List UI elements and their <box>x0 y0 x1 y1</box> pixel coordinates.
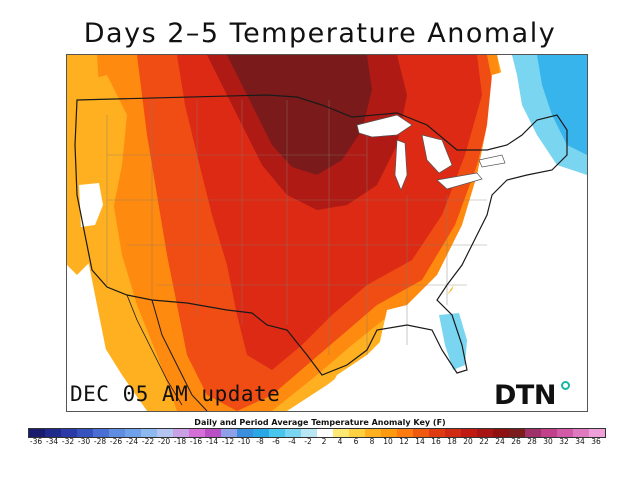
us-border <box>74 94 568 376</box>
legend-label: -18 <box>173 437 187 446</box>
lake-michigan <box>394 139 408 191</box>
legend-swatch <box>285 429 301 437</box>
legend-swatch <box>493 429 509 437</box>
legend-swatch <box>477 429 493 437</box>
lake-erie <box>436 172 483 190</box>
lake-superior <box>356 114 413 138</box>
legend-swatch <box>445 429 461 437</box>
legend-label: -28 <box>93 437 107 446</box>
legend-labels: -36 -34 -32 -30 -28 -26 -24 -22 -20 -18 -16 -14 -12-… <box>28 437 604 446</box>
legend-swatch <box>557 429 573 437</box>
legend-label: -26 <box>109 437 123 446</box>
pacific-ocean <box>67 285 147 411</box>
legend-swatch <box>157 429 173 437</box>
legend-swatch <box>589 429 605 437</box>
legend-label: -34 <box>45 437 59 446</box>
anomaly-zone-northeast-white <box>407 65 527 320</box>
legend-swatch <box>381 429 397 437</box>
legend-swatch <box>413 429 429 437</box>
legend-label: 20 <box>463 437 473 446</box>
legend-swatch <box>93 429 109 437</box>
legend-swatch <box>525 429 541 437</box>
legend-swatch <box>29 429 45 437</box>
legend-label: 10 <box>383 437 393 446</box>
legend-label: -4 <box>288 437 296 446</box>
mexico-border <box>151 299 208 411</box>
state-boundaries <box>106 100 487 355</box>
legend-label: -12 <box>221 437 235 446</box>
legend-label: -32 <box>61 437 75 446</box>
legend-label: 22 <box>479 437 489 446</box>
legend-label: 28 <box>527 437 537 446</box>
legend-label: -14 <box>205 437 219 446</box>
legend-swatch <box>221 429 237 437</box>
legend-swatch <box>333 429 349 437</box>
legend-swatch <box>237 429 253 437</box>
legend-swatch <box>541 429 557 437</box>
legend-swatch <box>173 429 189 437</box>
legend-label: 6 <box>353 437 359 446</box>
legend-swatch <box>301 429 317 437</box>
legend-label: -10 <box>237 437 251 446</box>
legend-label: -8 <box>256 437 264 446</box>
legend-label: -2 <box>304 437 312 446</box>
legend-swatch <box>365 429 381 437</box>
legend-label: 34 <box>575 437 585 446</box>
anomaly-zone-dark-red <box>227 55 372 175</box>
legend-label: 4 <box>337 437 343 446</box>
legend-title: Daily and Period Average Temperature Ano… <box>194 418 446 427</box>
legend-label: 30 <box>543 437 553 446</box>
legend-swatch <box>397 429 413 437</box>
legend-label: 2 <box>321 437 327 446</box>
anomaly-zone-florida-lightblue <box>439 313 467 370</box>
logo-dot-icon <box>561 381 570 390</box>
legend-swatch <box>253 429 269 437</box>
legend-label: -20 <box>157 437 171 446</box>
anomaly-zone-northeast-blue <box>537 55 587 155</box>
legend-label: -22 <box>141 437 155 446</box>
legend-label: 18 <box>447 437 457 446</box>
legend-label: 26 <box>511 437 521 446</box>
update-timestamp: DEC 05 AM update <box>70 382 281 406</box>
legend-label: -6 <box>272 437 280 446</box>
map-title: Days 2–5 Temperature Anomaly <box>83 18 557 49</box>
legend-label: 32 <box>559 437 569 446</box>
legend-swatch <box>109 429 125 437</box>
legend-swatch <box>461 429 477 437</box>
legend-color-bar <box>28 428 606 438</box>
legend-swatch <box>61 429 77 437</box>
dtn-logo: DTN <box>494 380 556 411</box>
legend-label: -36 <box>29 437 43 446</box>
legend-label: -24 <box>125 437 139 446</box>
legend-label: 14 <box>415 437 425 446</box>
baja-coast <box>126 294 183 406</box>
legend-swatch <box>317 429 333 437</box>
legend-label: -30 <box>77 437 91 446</box>
legend-swatch <box>269 429 285 437</box>
map-svg <box>67 55 587 411</box>
legend-swatch <box>349 429 365 437</box>
temperature-anomaly-map <box>66 54 588 412</box>
legend-swatch <box>429 429 445 437</box>
legend-label: 12 <box>399 437 409 446</box>
legend-swatch <box>77 429 93 437</box>
legend-swatch <box>45 429 61 437</box>
lake-ontario <box>478 154 506 168</box>
legend-label: -16 <box>189 437 203 446</box>
legend-swatch <box>573 429 589 437</box>
legend-swatch <box>141 429 157 437</box>
anomaly-zone-northwest-white <box>79 183 103 227</box>
legend-label: 24 <box>495 437 505 446</box>
lake-huron <box>421 134 453 174</box>
legend-swatch <box>205 429 221 437</box>
legend-label: 36 <box>591 437 601 446</box>
gulf-of-mexico <box>317 355 447 411</box>
legend-swatch <box>189 429 205 437</box>
legend-label: 16 <box>431 437 441 446</box>
legend-label: 8 <box>369 437 375 446</box>
legend-swatch <box>509 429 525 437</box>
legend-swatch <box>125 429 141 437</box>
